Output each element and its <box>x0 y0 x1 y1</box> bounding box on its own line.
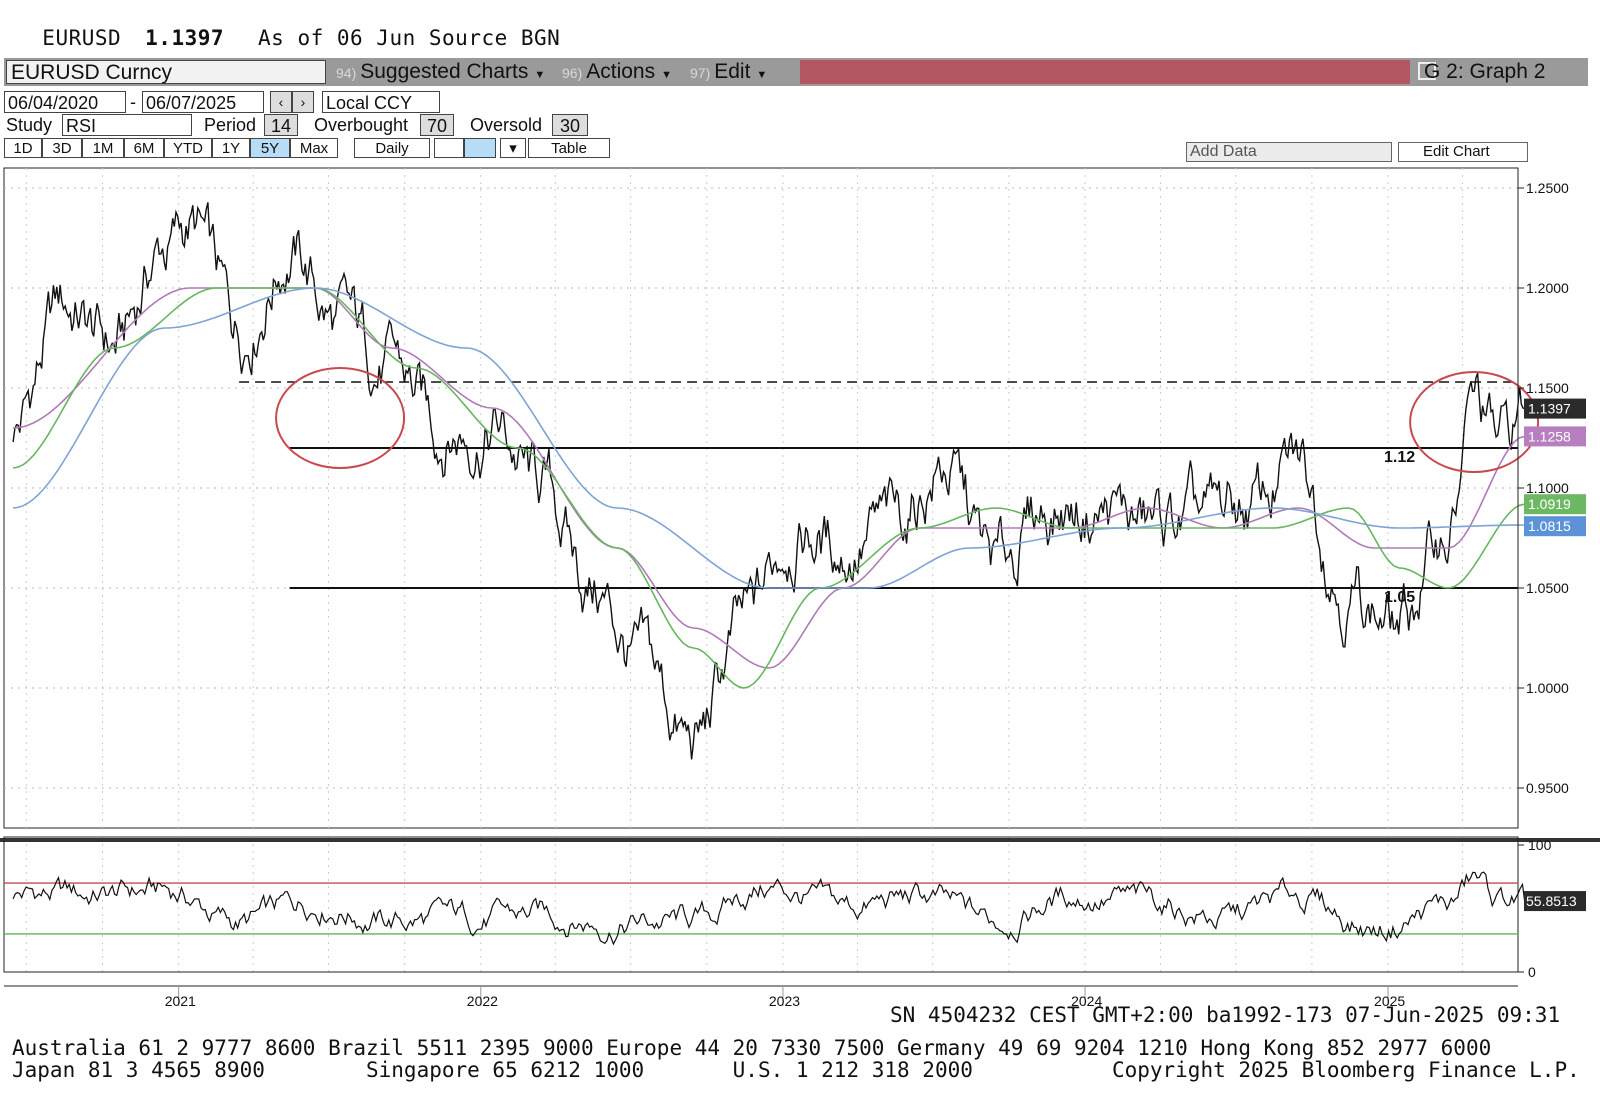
oversold-input[interactable]: 30 <box>552 114 588 136</box>
price-line <box>12 202 1525 760</box>
support-resistance-levels: 1.12 1.05 <box>239 381 1518 606</box>
range-button-ytd[interactable]: YTD <box>164 138 212 158</box>
range-button-5y[interactable]: 5Y <box>250 138 290 158</box>
rsi-value-tag <box>1524 891 1586 912</box>
overbought-input[interactable]: 70 <box>420 114 454 136</box>
panel-divider <box>0 838 1600 842</box>
end-date-input[interactable]: 06/07/2025 <box>142 91 264 113</box>
edit-chart-button[interactable]: Edit Chart <box>1398 142 1528 162</box>
frequency-select[interactable]: Daily <box>354 138 430 158</box>
x-tick-label: 2022 <box>467 993 498 1009</box>
level-label: 1.05 <box>1384 589 1415 606</box>
y-tick-label: 1.0000 <box>1526 680 1569 696</box>
price-plot-area <box>3 167 1519 829</box>
value-tag <box>1524 426 1586 447</box>
moving-average-line <box>12 287 1525 689</box>
oversold-label: Oversold <box>470 115 543 135</box>
suggested-charts-number: 94) <box>336 65 357 81</box>
toolbar-blank-button[interactable] <box>434 138 464 158</box>
value-tag-label: 1.0815 <box>1528 518 1571 534</box>
main-toolbar: EURUSD Curncy 94) Suggested Charts ▼ 96) Ac… <box>4 58 1588 86</box>
range-button-1d[interactable]: 1D <box>4 138 42 158</box>
y-tick-label: 0.9500 <box>1526 780 1569 796</box>
ticker-symbol: EURUSD <box>42 26 122 50</box>
value-tag <box>1524 516 1586 537</box>
study-label: Study <box>6 115 53 135</box>
value-tag-label: 1.1397 <box>1528 401 1571 417</box>
level-label: 1.12 <box>1384 449 1415 466</box>
value-tag <box>1524 398 1586 419</box>
value-tag-label: 1.1258 <box>1528 428 1571 444</box>
start-date-input[interactable]: 06/04/2020 <box>4 91 126 113</box>
chevron-down-icon: ▼ <box>661 69 672 81</box>
chevron-down-icon: ▼ <box>756 69 768 81</box>
edit-number: 97) <box>690 65 711 81</box>
highlight-circles <box>275 367 1540 473</box>
study-select[interactable]: RSI <box>62 114 192 136</box>
x-tick-label: 2025 <box>1374 993 1405 1009</box>
rsi-tick-label: 0 <box>1528 964 1536 980</box>
highlight-circle <box>275 367 406 469</box>
rsi-line <box>12 871 1526 946</box>
highlight-circle <box>1409 371 1540 473</box>
y-tick-label: 1.1000 <box>1526 480 1569 496</box>
chart-style-button[interactable] <box>464 138 496 158</box>
table-button[interactable]: Table <box>528 138 610 158</box>
y-tick-label: 1.2000 <box>1526 280 1569 296</box>
time-axis: 2021 2022 2023 2024 2025 <box>4 985 1518 1009</box>
range-button-max[interactable]: Max <box>290 138 338 158</box>
value-tag-label: 1.0919 <box>1528 496 1571 512</box>
as-of-date: As of 06 Jun <box>258 26 416 50</box>
price-source: Source BGN <box>428 26 561 50</box>
y-tick-label: 1.0500 <box>1526 580 1569 596</box>
x-tick-label: 2024 <box>1071 993 1102 1009</box>
accent-bar <box>800 60 1410 84</box>
moving-average-line <box>13 287 1525 589</box>
range-button-1y[interactable]: 1Y <box>212 138 250 158</box>
actions-button[interactable]: 96) Actions ▼ <box>562 58 672 86</box>
suggested-charts-label: Suggested Charts <box>360 60 529 83</box>
edit-button[interactable]: 97) Edit ▼ <box>690 58 767 86</box>
chevron-right-icon[interactable]: › <box>292 91 314 113</box>
y-tick-label: 1.2500 <box>1526 180 1569 196</box>
actions-label: Actions <box>586 60 656 83</box>
expand-icon[interactable] <box>1418 62 1436 80</box>
rsi-panel: 100 0 55.8513 <box>0 836 1600 980</box>
rsi-value-label: 55.8513 <box>1526 893 1577 909</box>
suggested-charts-button[interactable]: 94) Suggested Charts ▼ <box>336 58 545 86</box>
value-tag <box>1524 494 1586 515</box>
chevron-down-icon: ▼ <box>534 69 546 81</box>
contact-footer: Australia 61 2 9777 8600 Brazil 5511 239… <box>12 1037 1580 1081</box>
price-series <box>12 202 1525 760</box>
add-data-input[interactable]: Add Data <box>1186 142 1392 162</box>
chevron-down-icon[interactable]: ▾ <box>500 138 526 158</box>
x-tick-label: 2023 <box>769 993 800 1009</box>
last-price: 1.1397 <box>145 26 225 50</box>
header-bar: EURUSD 1.1397 As of 06 Jun Source BGN <box>16 2 560 50</box>
contact-line-2: Japan 81 3 4565 8900 Singapore 65 6212 1… <box>12 1058 1580 1082</box>
range-button-1m[interactable]: 1M <box>82 138 124 158</box>
overbought-label: Overbought <box>314 115 409 135</box>
chart-axes: 1.2500 1.2000 1.1500 1.1000 1.0500 1.0000 0.95… <box>1517 168 1569 828</box>
x-tick-label: 2021 <box>165 993 196 1009</box>
range-button-6m[interactable]: 6M <box>124 138 164 158</box>
range-button-3d[interactable]: 3D <box>42 138 82 158</box>
last-value-tags: 1.1397 1.1258 1.0919 1.0815 <box>1524 398 1586 537</box>
actions-number: 96) <box>562 65 583 81</box>
date-separator: - <box>130 92 136 112</box>
period-input[interactable]: 14 <box>264 114 298 136</box>
security-input[interactable]: EURUSD Curncy <box>6 60 326 84</box>
edit-label: Edit <box>714 60 751 83</box>
rsi-tick-label: 100 <box>1528 837 1552 853</box>
graph-name: G 2: Graph 2 <box>1424 60 1546 83</box>
y-tick-label: 1.1500 <box>1526 380 1569 396</box>
rsi-plot-area <box>3 836 1519 973</box>
chevron-left-icon[interactable]: ‹ <box>270 91 292 113</box>
currency-select[interactable]: Local CCY <box>322 91 440 113</box>
contact-line-1: Australia 61 2 9777 8600 Brazil 5511 239… <box>12 1036 1492 1060</box>
period-label: Period <box>204 115 257 135</box>
session-info: SN 4504232 CEST GMT+2:00 ba1992-173 07-J… <box>890 1003 1561 1027</box>
